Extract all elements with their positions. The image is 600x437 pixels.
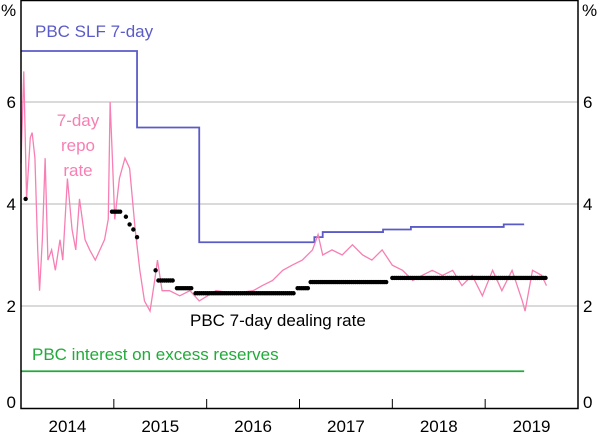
dealing-rate-marker [117, 209, 123, 214]
dealing-rate-marker [170, 278, 175, 283]
repo-line [20, 71, 548, 314]
dealing-rate-marker [127, 222, 132, 227]
dealing-rate-marker [123, 214, 129, 219]
dealing-rate-marker [384, 279, 389, 285]
x-tick-label: 2016 [234, 417, 272, 436]
left-unit-label: % [1, 1, 16, 20]
dealing-rate-marker [291, 291, 296, 296]
repo-annotation-line2: repo [61, 136, 95, 155]
dealing-rate-marker [134, 234, 140, 240]
y-tick-label-right: 2 [583, 297, 592, 316]
dealing-rate-marker [153, 268, 158, 273]
dealing-rate-marker [305, 285, 311, 291]
y-tick-label-left: 0 [7, 393, 16, 412]
plot-area [20, 50, 548, 373]
dealing-rate-marker [131, 227, 136, 232]
x-tick-label: 2018 [420, 417, 458, 436]
y-tick-label-right: 0 [583, 393, 592, 412]
x-tick-label: 2017 [327, 417, 365, 436]
dealing-rate-marker [543, 275, 548, 281]
y-tick-label-left: 4 [7, 195, 16, 214]
plot-frame [20, 0, 579, 410]
axes: 0 0 2 2 4 4 6 6 2014 2015 2016 2017 2018 2019 [7, 93, 593, 436]
y-tick-label-left: 6 [7, 93, 16, 112]
right-unit-label: % [582, 1, 597, 20]
repo-annotation-line1: 7-day [57, 111, 100, 130]
y-tick-label-right: 4 [583, 195, 592, 214]
x-tick-label: 2019 [513, 417, 551, 436]
slf-line [21, 50, 525, 244]
x-tick-label: 2014 [49, 417, 87, 436]
slf-annotation: PBC SLF 7-day [35, 22, 154, 41]
ioer-annotation: PBC interest on excess reserves [32, 345, 279, 364]
repo-annotation-line3: rate [63, 161, 92, 180]
x-tick-label: 2015 [141, 417, 179, 436]
dealing-rate-marker [23, 196, 28, 202]
dealing-rate-marker [189, 285, 194, 291]
y-tick-label-left: 2 [7, 297, 16, 316]
dealing-annotation: PBC 7-day dealing rate [190, 311, 366, 330]
y-tick-label-right: 6 [583, 93, 592, 112]
